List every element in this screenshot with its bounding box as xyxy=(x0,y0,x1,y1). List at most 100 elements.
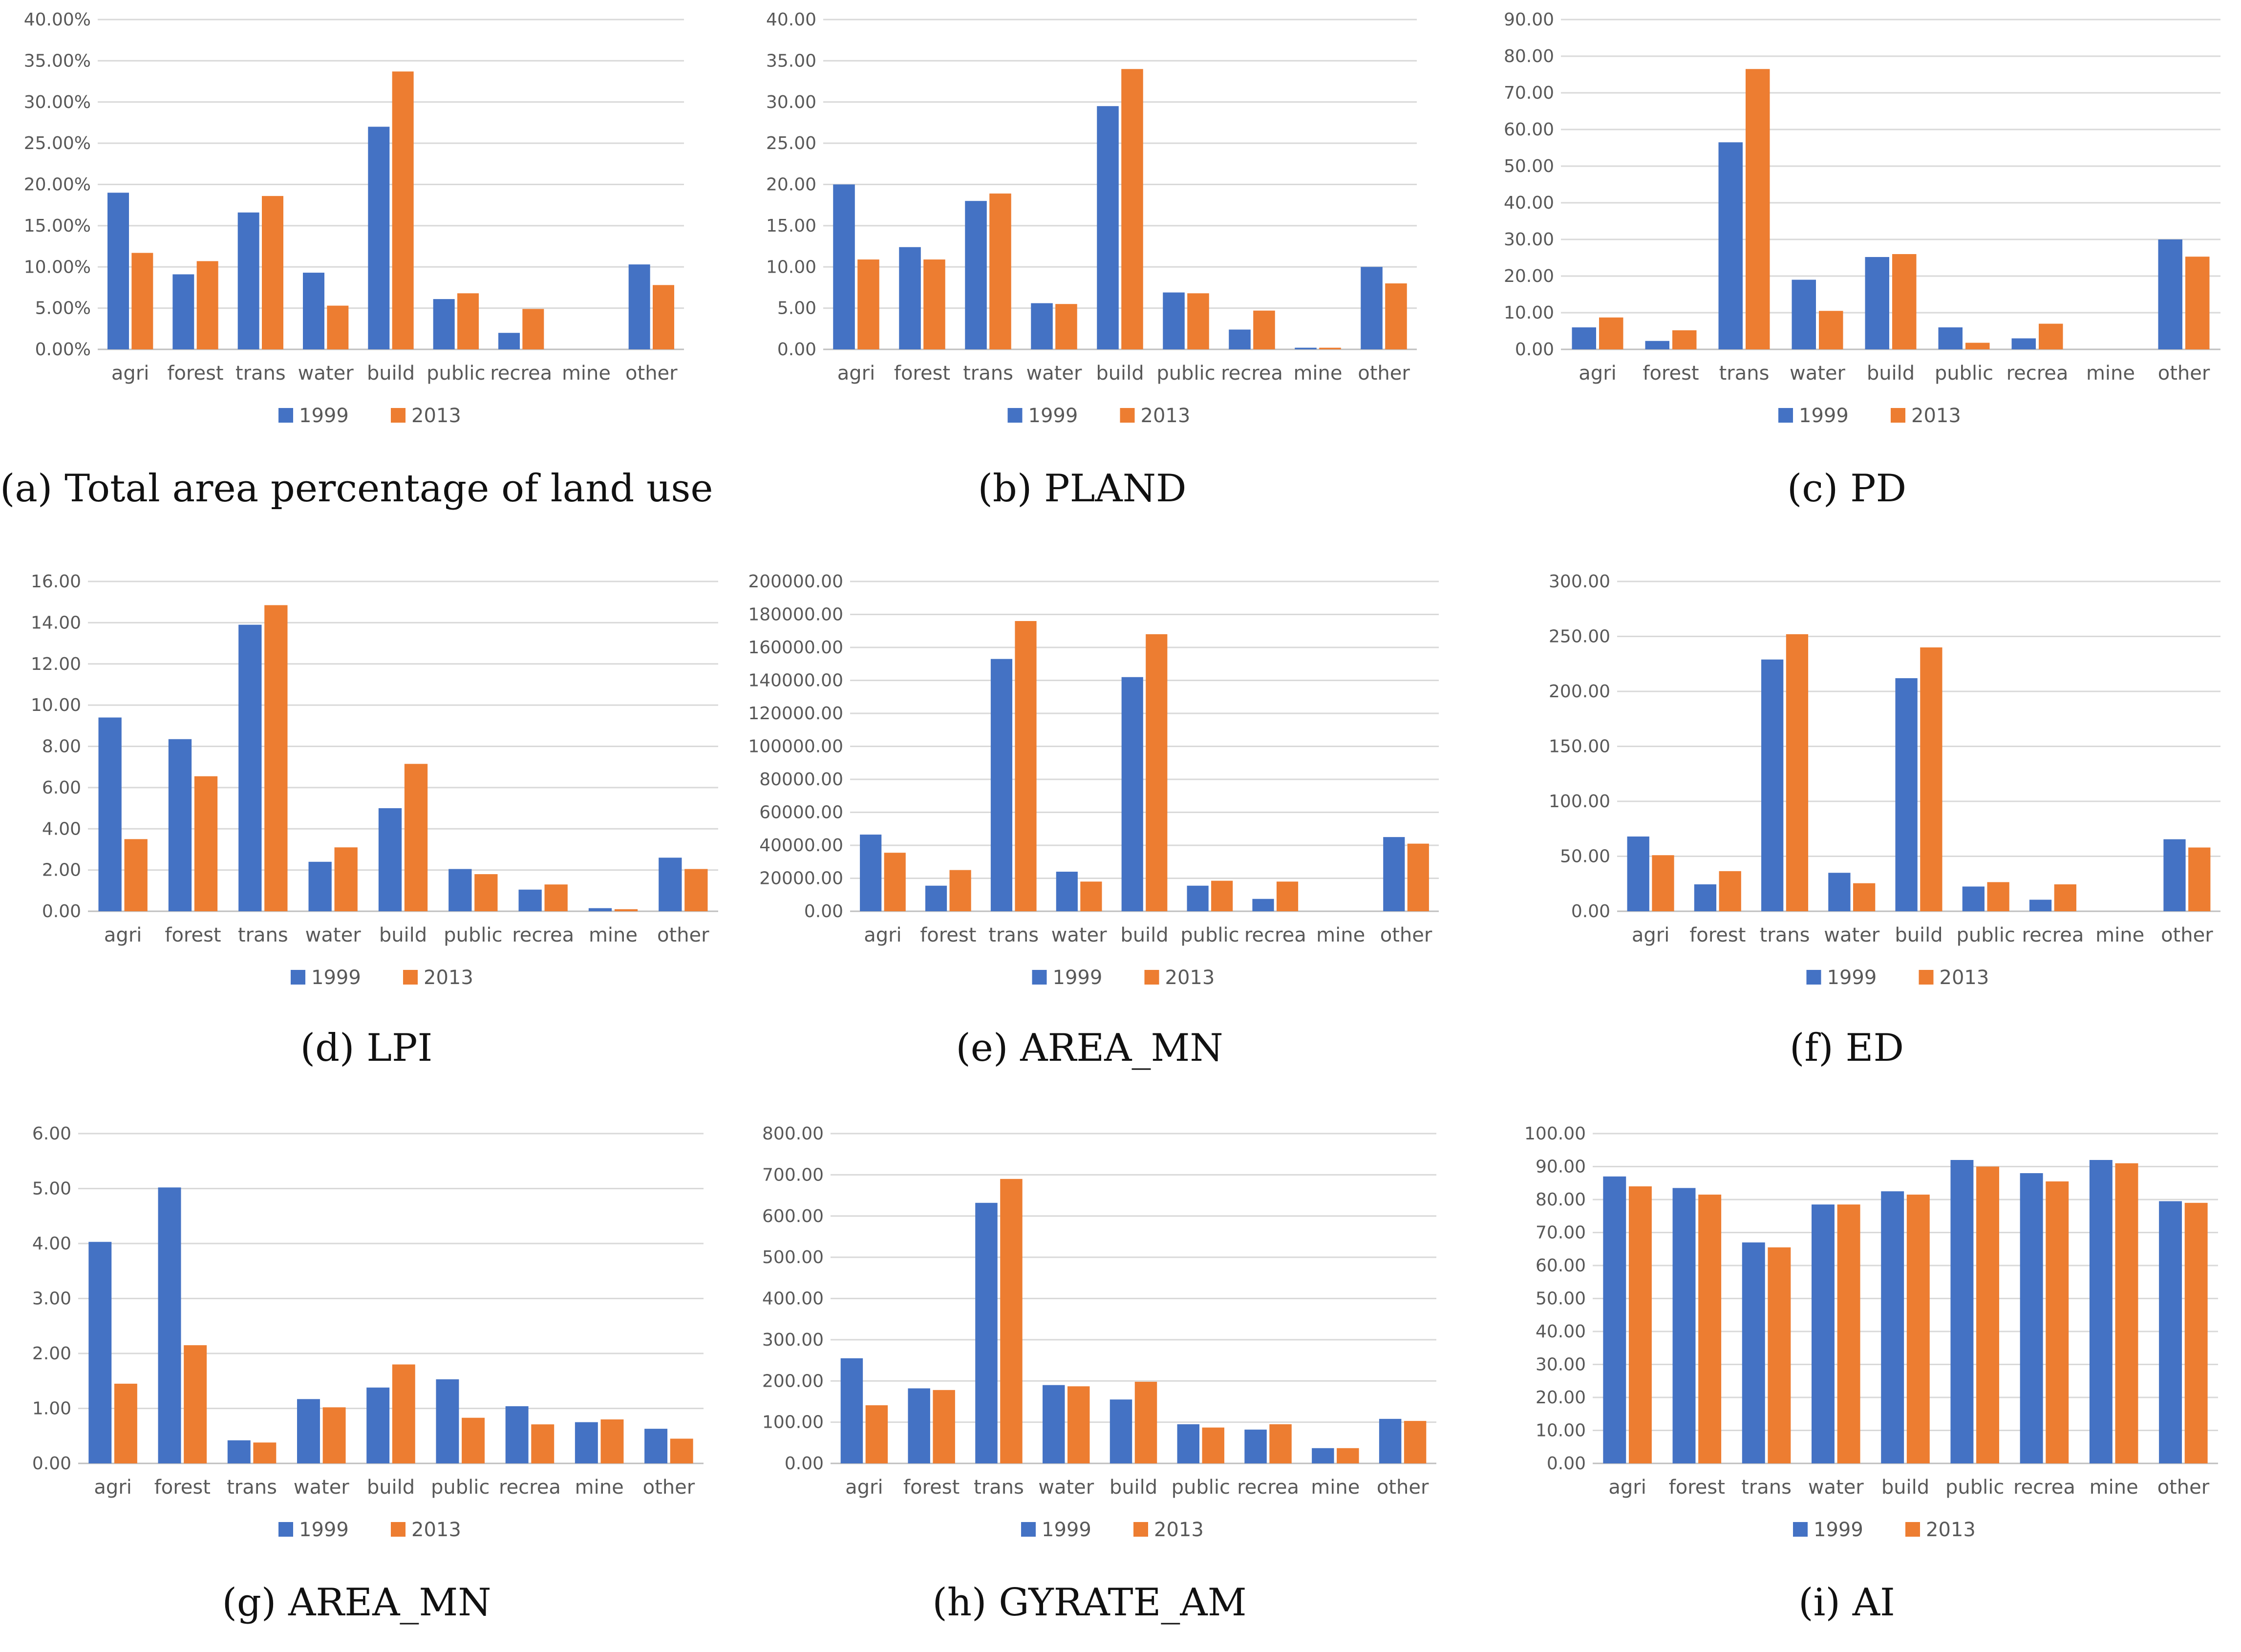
legend-swatch-1999 xyxy=(1806,970,1821,985)
x-tick-label: agri xyxy=(1608,1476,1646,1499)
y-tick-label: 700.00 xyxy=(762,1165,824,1185)
bar-2013-public xyxy=(1987,882,2009,911)
x-tick-label: build xyxy=(1867,362,1915,385)
bar-2013-build xyxy=(392,71,414,349)
y-tick-label: 30.00% xyxy=(24,92,91,112)
bar-2013-agri xyxy=(131,253,153,349)
bar-1999-trans xyxy=(227,1440,251,1463)
legend-label-2013: 2013 xyxy=(411,405,461,427)
bar-2013-trans xyxy=(1786,634,1809,911)
chart-i: 0.00 10.00 20.00 30.00 40.00 50.00 60.00 70.00 8… xyxy=(1466,1114,2228,1564)
bar-1999-public xyxy=(1950,1160,1974,1463)
y-tick-label: 8.00 xyxy=(42,737,81,757)
bar-1999-other xyxy=(1383,837,1405,911)
y-tick-label: 140000.00 xyxy=(748,671,843,691)
y-tick-label: 4.00 xyxy=(42,819,81,839)
bar-2013-build xyxy=(1920,647,1942,911)
bar-1999-public xyxy=(1938,327,1963,349)
y-tick-label: 1.00 xyxy=(32,1399,71,1419)
x-tick-label: recrea xyxy=(499,1476,561,1499)
legend-swatch-2013 xyxy=(1144,970,1159,985)
chart-b: 0.00 5.00 10.00 15.00 20.00 25.00 30.00 35.00 40… xyxy=(733,0,1431,450)
y-tick-label: 200.00 xyxy=(762,1371,824,1391)
legend-label-2013: 2013 xyxy=(1911,405,1961,427)
bar-2013-water xyxy=(322,1407,346,1463)
bar-1999-build xyxy=(1121,677,1143,911)
bar-2013-trans xyxy=(1000,1179,1023,1463)
bar-1999-agri xyxy=(1627,837,1649,911)
bar-2013-build xyxy=(1906,1194,1930,1463)
bar-2013-agri xyxy=(1599,317,1623,349)
bar-2013-forest xyxy=(923,259,945,349)
bar-2013-recrea xyxy=(2039,323,2063,349)
x-tick-label: public xyxy=(444,924,502,946)
y-tick-label: 600.00 xyxy=(762,1206,824,1226)
bar-2013-water xyxy=(1853,883,1876,911)
x-tick-label: agri xyxy=(104,924,142,946)
y-tick-label: 3.00 xyxy=(32,1289,71,1309)
x-tick-label: recrea xyxy=(490,362,552,385)
legend-swatch-2013 xyxy=(1891,408,1905,423)
bar-1999-forest xyxy=(158,1187,181,1463)
x-tick-label: mine xyxy=(2086,362,2135,385)
y-tick-label: 70.00 xyxy=(1504,83,1554,103)
x-tick-label: public xyxy=(427,362,485,385)
x-tick-label: build xyxy=(1881,1476,1929,1499)
x-tick-label: trans xyxy=(1741,1476,1792,1499)
bar-1999-other xyxy=(1361,267,1383,349)
bar-2013-forest xyxy=(1672,330,1697,349)
x-tick-label: forest xyxy=(894,362,950,385)
bar-1999-forest xyxy=(899,247,921,349)
bar-2013-trans xyxy=(264,605,288,911)
chart-svg: 0.00 20000.00 40000.00 60000.00 80000.00 1000… xyxy=(748,572,1439,989)
y-tick-label: 5.00 xyxy=(32,1179,71,1199)
chart-svg: 0.00% 5.00% 10.00% 15.00% 20.00% 25.00% 30.00%… xyxy=(24,10,684,427)
bar-2013-recrea xyxy=(544,884,568,911)
y-tick-label: 40.00 xyxy=(1536,1322,1586,1342)
y-tick-label: 15.00 xyxy=(766,216,816,236)
chart-svg: 0.00 5.00 10.00 15.00 20.00 25.00 30.00 35.00 40… xyxy=(766,10,1417,427)
x-tick-label: water xyxy=(1808,1476,1864,1499)
y-tick-label: 300.00 xyxy=(1549,572,1610,592)
legend-swatch-2013 xyxy=(391,1522,406,1537)
x-tick-label: recrea xyxy=(512,924,574,946)
y-tick-label: 0.00 xyxy=(785,1454,824,1474)
bar-2013-other xyxy=(653,285,674,349)
bar-1999-public xyxy=(1163,292,1185,349)
bar-1999-other xyxy=(1379,1418,1402,1463)
x-tick-label: recrea xyxy=(1221,362,1283,385)
y-tick-label: 80000.00 xyxy=(759,770,843,790)
bar-1999-agri xyxy=(88,1242,112,1463)
x-tick-label: trans xyxy=(227,1476,277,1499)
bar-1999-mine xyxy=(575,1422,598,1463)
caption-c: (c) PD xyxy=(1787,467,1907,511)
y-tick-label: 150.00 xyxy=(1549,737,1610,757)
legend-label-1999: 1999 xyxy=(1814,1519,1863,1541)
y-tick-label: 40.00 xyxy=(1504,193,1554,213)
bar-2013-agri xyxy=(865,1405,888,1463)
bar-2013-recrea xyxy=(531,1424,555,1463)
bar-2013-agri xyxy=(857,259,879,349)
bar-1999-trans xyxy=(975,1202,998,1463)
y-tick-label: 16.00 xyxy=(31,572,81,592)
bar-2013-public xyxy=(457,293,479,349)
legend-label-2013: 2013 xyxy=(1141,405,1191,427)
bar-1999-water xyxy=(1056,872,1078,911)
legend-swatch-1999 xyxy=(1778,408,1793,423)
bar-2013-public xyxy=(474,874,498,911)
bar-1999-build xyxy=(368,127,390,349)
bar-1999-agri xyxy=(98,717,122,911)
legend-swatch-1999 xyxy=(1021,1522,1036,1537)
bar-2013-agri xyxy=(1628,1186,1652,1463)
chart-d: 0.00 2.00 4.00 6.00 8.00 10.00 12.00 14.00 16.00… xyxy=(0,562,733,1011)
bar-2013-other xyxy=(2185,257,2210,349)
legend-label-1999: 1999 xyxy=(299,405,349,427)
bar-2013-trans xyxy=(1746,69,1770,349)
x-tick-label: other xyxy=(1377,1476,1429,1499)
bar-2013-trans xyxy=(253,1442,277,1463)
x-tick-label: recrea xyxy=(1237,1476,1299,1499)
bar-2013-agri xyxy=(1652,855,1674,911)
x-tick-label: forest xyxy=(165,924,221,946)
bar-2013-other xyxy=(1404,1421,1427,1463)
chart-g: 0.00 1.00 2.00 3.00 4.00 5.00 6.00 agri forest tr… xyxy=(0,1114,713,1564)
